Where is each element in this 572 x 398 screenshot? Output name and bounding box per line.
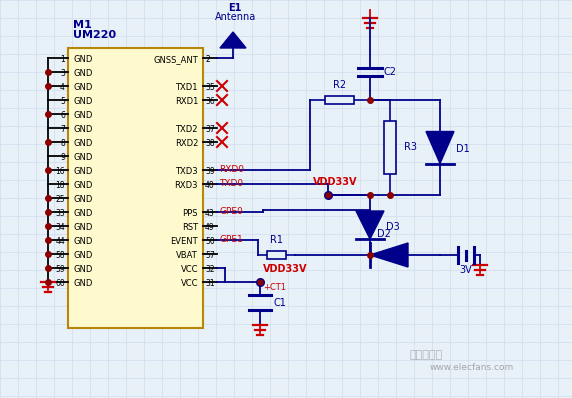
Text: 39: 39 xyxy=(205,168,214,176)
Text: GND: GND xyxy=(73,195,92,205)
Text: 16: 16 xyxy=(55,168,65,176)
Text: 6: 6 xyxy=(60,111,65,121)
Text: 40: 40 xyxy=(205,181,214,191)
Text: 4: 4 xyxy=(60,84,65,92)
Text: GND: GND xyxy=(73,209,92,219)
Text: 58: 58 xyxy=(55,252,65,261)
Text: 43: 43 xyxy=(205,209,214,219)
Text: 36: 36 xyxy=(205,98,214,107)
Text: EVENT: EVENT xyxy=(170,238,198,246)
Polygon shape xyxy=(356,211,384,239)
Text: 18: 18 xyxy=(55,181,65,191)
Text: GND: GND xyxy=(73,181,92,191)
Text: 38: 38 xyxy=(205,140,214,148)
Text: 49: 49 xyxy=(205,224,214,232)
Text: GND: GND xyxy=(73,279,92,289)
Bar xyxy=(384,121,396,174)
Text: 50: 50 xyxy=(205,238,214,246)
Text: VCC: VCC xyxy=(181,265,198,275)
Text: 37: 37 xyxy=(205,125,214,135)
Text: Antenna: Antenna xyxy=(215,12,256,22)
Bar xyxy=(267,251,286,259)
Text: TXD1: TXD1 xyxy=(176,84,198,92)
Text: D3: D3 xyxy=(386,222,400,232)
Text: 1: 1 xyxy=(60,55,65,64)
Text: RST: RST xyxy=(182,224,198,232)
Text: 3: 3 xyxy=(60,70,65,78)
Text: R2: R2 xyxy=(333,80,347,90)
Text: D2: D2 xyxy=(377,229,391,239)
Text: GND: GND xyxy=(73,154,92,162)
Text: GND: GND xyxy=(73,55,92,64)
Text: GND: GND xyxy=(73,70,92,78)
Polygon shape xyxy=(426,131,454,164)
Text: 7: 7 xyxy=(60,125,65,135)
Text: RXD0: RXD0 xyxy=(219,165,244,174)
Text: 2: 2 xyxy=(205,55,210,64)
Text: GND: GND xyxy=(73,140,92,148)
Text: 25: 25 xyxy=(55,195,65,205)
Text: PPS: PPS xyxy=(182,209,198,219)
Polygon shape xyxy=(370,243,408,267)
Text: GND: GND xyxy=(73,98,92,107)
Text: 3V: 3V xyxy=(460,265,472,275)
Text: M1: M1 xyxy=(73,20,92,30)
Text: 32: 32 xyxy=(205,265,214,275)
Text: 57: 57 xyxy=(205,252,214,261)
Text: VDD33V: VDD33V xyxy=(313,177,358,187)
Text: E1: E1 xyxy=(228,3,241,13)
Text: 电子发烧友: 电子发烧友 xyxy=(410,350,443,360)
Text: GND: GND xyxy=(73,238,92,246)
Text: GPE0: GPE0 xyxy=(219,207,243,216)
Text: 9: 9 xyxy=(60,154,65,162)
Text: UM220: UM220 xyxy=(73,30,116,40)
Text: 5: 5 xyxy=(60,98,65,107)
Text: RXD1: RXD1 xyxy=(174,98,198,107)
Text: RXD3: RXD3 xyxy=(174,181,198,191)
Text: www.elecfans.com: www.elecfans.com xyxy=(430,363,514,372)
Text: 31: 31 xyxy=(205,279,214,289)
Text: GND: GND xyxy=(73,84,92,92)
Text: GND: GND xyxy=(73,111,92,121)
Text: TXD2: TXD2 xyxy=(176,125,198,135)
Text: VCC: VCC xyxy=(181,279,198,289)
Text: 34: 34 xyxy=(55,224,65,232)
Text: VDD33V: VDD33V xyxy=(263,264,308,274)
Text: 60: 60 xyxy=(55,279,65,289)
Text: C2: C2 xyxy=(384,67,397,77)
Text: GPE1: GPE1 xyxy=(219,235,243,244)
Text: 33: 33 xyxy=(55,209,65,219)
Text: +CT1: +CT1 xyxy=(263,283,286,292)
Text: TXD3: TXD3 xyxy=(176,168,198,176)
Text: R3: R3 xyxy=(404,142,417,152)
Text: D1: D1 xyxy=(456,144,470,154)
Text: 8: 8 xyxy=(60,140,65,148)
Text: TXD0: TXD0 xyxy=(219,179,243,188)
Text: 35: 35 xyxy=(205,84,214,92)
Polygon shape xyxy=(220,32,246,48)
Text: GNSS_ANT: GNSS_ANT xyxy=(153,55,198,64)
Text: GND: GND xyxy=(73,224,92,232)
Bar xyxy=(68,48,203,328)
Text: C1: C1 xyxy=(274,297,287,308)
Text: GND: GND xyxy=(73,265,92,275)
Text: 59: 59 xyxy=(55,265,65,275)
Text: 44: 44 xyxy=(55,238,65,246)
Text: GND: GND xyxy=(73,125,92,135)
Text: VBAT: VBAT xyxy=(176,252,198,261)
Bar xyxy=(324,96,353,104)
Text: GND: GND xyxy=(73,252,92,261)
Text: GND: GND xyxy=(73,168,92,176)
Text: RXD2: RXD2 xyxy=(174,140,198,148)
Text: R1: R1 xyxy=(270,235,283,245)
